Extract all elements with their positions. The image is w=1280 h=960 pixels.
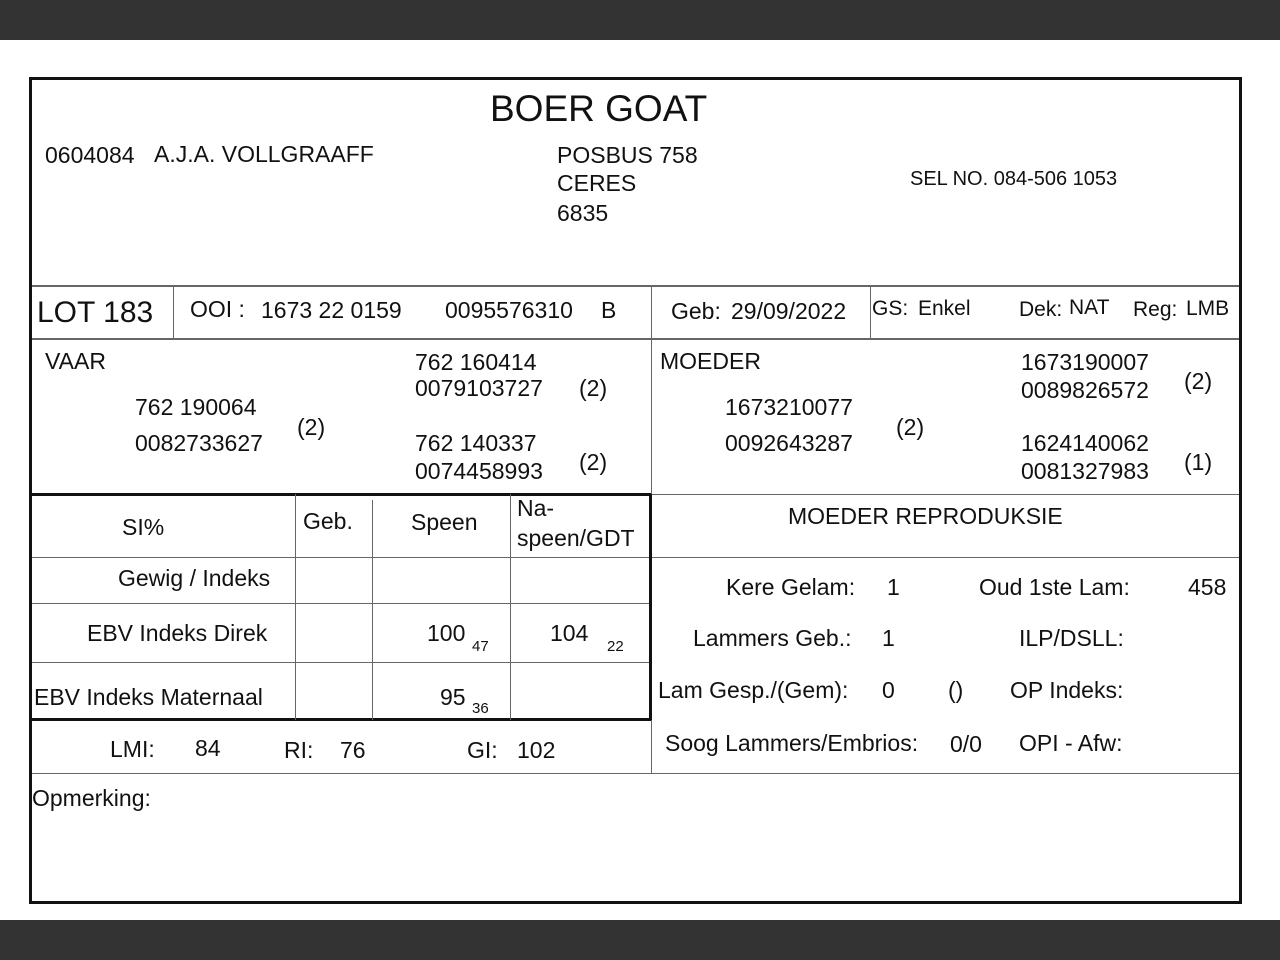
ooi-id: 1673 22 0159 [261,297,402,323]
naspeen-accuracy: 22 [607,638,624,655]
opi-label: OPI - Afw: [1019,730,1123,756]
lot-number: LOT 183 [37,296,154,329]
bottom-bar [0,920,1280,960]
vaar-dam-id: 762 140337 [415,430,537,456]
dek-value: NAT [1069,296,1110,319]
gs-value: Enkel [918,297,971,320]
si-header: SI% [122,514,165,540]
gesp-label: Lam Gesp./(Gem): [658,677,849,703]
ri-label: RI: [284,737,314,763]
ilp-label: ILP/DSLL: [1019,625,1124,651]
lmi-value: 84 [195,735,221,761]
row-label: EBV Indeks Maternaal [34,684,263,710]
moeder-dam-id: 1624140062 [1021,430,1149,456]
lammers-label: Lammers Geb.: [693,625,852,651]
op-label: OP Indeks: [1010,677,1124,703]
geb-label: Geb: [671,298,721,324]
owner-name: A.J.A. VOLLGRAAFF [154,141,374,167]
speen-accuracy: 47 [472,638,489,655]
speen-header: Speen [411,509,478,535]
repro-title: MOEDER REPRODUKSIE [788,503,1063,529]
moeder-sire-id: 1673190007 [1021,349,1149,375]
vaar-sire-count: (2) [579,375,608,401]
phone: SEL NO. 084-506 1053 [910,168,1118,190]
vaar-dam-count: (2) [579,449,608,475]
vaar-dam-no: 0074458993 [415,458,543,484]
soog-value: 0/0 [950,731,982,757]
moeder-label: MOEDER [660,348,761,374]
vaar-id: 762 190064 [135,394,257,420]
lammers-value: 1 [882,625,895,651]
ooi-no: 0095576310 [445,297,573,323]
gi-label: GI: [467,737,498,763]
oud-label: Oud 1ste Lam: [979,574,1130,600]
vaar-no: 0082733627 [135,430,263,456]
ri-value: 76 [340,737,366,763]
kere-label: Kere Gelam: [726,574,856,600]
lmi-label: LMI: [110,736,155,762]
vaar-count: (2) [297,414,326,440]
vaar-label: VAAR [45,348,106,374]
speen-value: 95 [440,684,466,710]
address-line: POSBUS 758 [557,142,698,168]
moeder-id: 1673210077 [725,394,853,420]
naspeen-header: speen/GDT [517,525,635,551]
reg-value: LMB [1186,297,1230,320]
row-label: Gewig / Indeks [118,565,271,591]
gem-value: () [948,677,964,703]
moeder-sire-no: 0089826572 [1021,377,1149,403]
reg-label: Reg: [1133,298,1178,321]
moeder-dam-no: 0081327983 [1021,458,1149,484]
ooi-label: OOI : [190,296,245,322]
row-label: EBV Indeks Direk [87,620,268,646]
oud-value: 458 [1188,574,1227,600]
gi-value: 102 [517,737,556,763]
geb-date: 29/09/2022 [731,298,847,324]
address-line: CERES [557,170,637,196]
speen-value: 100 [427,620,466,646]
address-line: 6835 [557,200,609,226]
gesp-value: 0 [882,677,895,703]
moeder-dam-count: (1) [1184,449,1213,475]
top-bar [0,0,1280,40]
naspeen-value: 104 [550,620,589,646]
owner-code: 0604084 [45,142,135,168]
geb-header: Geb. [303,508,353,534]
dek-label: Dek: [1019,298,1063,321]
ooi-class: B [601,297,617,323]
moeder-count: (2) [896,414,925,440]
vaar-sire-no: 0079103727 [415,375,543,401]
kere-value: 1 [887,574,900,600]
gs-label: GS: [872,297,909,320]
remarks-label: Opmerking: [32,785,151,811]
soog-label: Soog Lammers/Embrios: [665,730,919,756]
moeder-sire-count: (2) [1184,368,1213,394]
speen-accuracy: 36 [472,700,489,717]
page-title: BOER GOAT [490,88,708,129]
naspeen-header: Na- [517,495,555,521]
moeder-no: 0092643287 [725,430,853,456]
vaar-sire-id: 762 160414 [415,349,537,375]
